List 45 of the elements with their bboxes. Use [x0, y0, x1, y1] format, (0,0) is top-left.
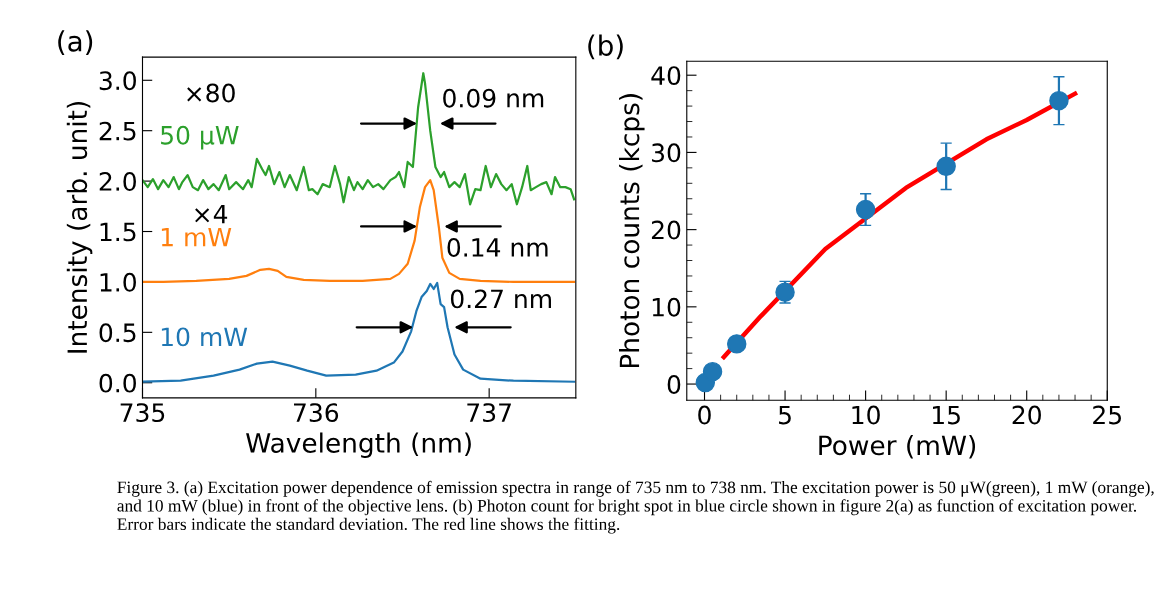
- x-tick-label: 735: [120, 403, 165, 423]
- x-tick-label: 10: [852, 405, 880, 425]
- y-tick-label: 40: [651, 66, 681, 86]
- line-series: [142, 281, 576, 383]
- y-axis-title: Photon counts (kcps): [619, 94, 645, 368]
- series-label: 1 mW: [161, 227, 232, 247]
- point: [727, 334, 747, 354]
- point: [1049, 90, 1069, 111]
- point: [702, 361, 723, 382]
- line-series: [721, 91, 1078, 360]
- line-series: [142, 178, 576, 284]
- x-axis-title: Wavelength (nm): [246, 432, 471, 459]
- point: [936, 156, 956, 177]
- chart-title: (a): [58, 30, 93, 55]
- line-series: [142, 72, 576, 206]
- annotation: ×4: [195, 204, 228, 224]
- caption: Figure 3. (a) Excitation power dependence of emission spectra in range of 735 nm to 738 nm. The excitation power is 50 μW(green), 1 mW (orange), and 10 mW (blue) in front of the objective lens. (b) Photon count for bright spot in blue circle shown in figure 2(a) as function of excitation power. Error bars indicate the standard deviation. The red line shows the fitting.: [117, 480, 1154, 534]
- annotation: 0.14 nm: [447, 237, 548, 257]
- x-tick-label: 0: [698, 405, 711, 425]
- x-tick-label: 20: [1012, 405, 1041, 425]
- y-tick-label: 1.0: [100, 272, 136, 292]
- y-tick-label: 0.0: [99, 373, 136, 393]
- x-tick-label: 25: [1093, 405, 1121, 425]
- y-tick-label: 20: [651, 220, 681, 240]
- annotation: 0.09 nm: [443, 88, 544, 108]
- y-tick-label: 3.0: [99, 71, 136, 91]
- x-tick-label: 736: [294, 403, 339, 423]
- series-label: 50 μW: [161, 125, 239, 150]
- x-axis-title: Power (mW): [819, 434, 976, 459]
- series-label: 10 mW: [161, 327, 248, 347]
- x-tick-label: 737: [467, 403, 511, 423]
- x-tick-label: 5: [779, 405, 791, 425]
- annotation: 0.27 nm: [450, 289, 551, 309]
- annotation: ×80: [187, 83, 235, 103]
- y-tick-label: 10: [652, 297, 681, 317]
- y-tick-label: 1.5: [100, 222, 136, 242]
- y-axis-title: Intensity (arb. unit): [66, 101, 93, 353]
- chart-title: (b): [588, 34, 623, 60]
- y-tick-label: 30: [652, 143, 681, 163]
- x-tick-label: 15: [933, 405, 960, 425]
- y-tick-label: 0.5: [99, 323, 136, 343]
- y-tick-label: 2.5: [99, 121, 136, 141]
- y-tick-label: 0: [667, 374, 681, 394]
- point: [855, 199, 876, 220]
- y-tick-label: 2.0: [99, 172, 136, 191]
